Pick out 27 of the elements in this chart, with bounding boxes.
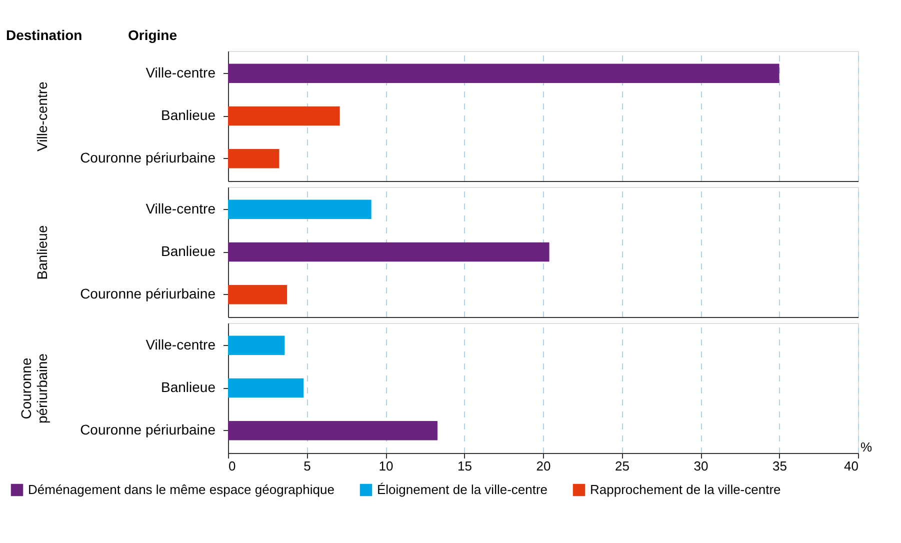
- y-tick-label: Couronne périurbaine: [80, 422, 216, 438]
- x-tick-label: 25: [615, 458, 630, 474]
- x-axis-title: %: [860, 440, 872, 454]
- y-tick-label: Ville-centre: [146, 336, 216, 352]
- x-tick-label: 35: [772, 458, 787, 474]
- y-tick-label: Couronne périurbaine: [80, 286, 216, 302]
- x-tick-label: 10: [378, 458, 394, 474]
- y-axis-title: Banlieue: [34, 225, 50, 280]
- x-tick-label: 5: [304, 458, 311, 474]
- x-tick-label: 15: [458, 458, 472, 474]
- x-tick-label: 20: [536, 458, 551, 474]
- y-tick-label: Banlieue: [161, 107, 216, 123]
- x-tick-label: 0: [228, 458, 236, 474]
- y-tick-label: Banlieue: [161, 243, 216, 259]
- x-tick-label: 40: [844, 458, 858, 474]
- text: Destination: [6, 27, 82, 43]
- y-tick-label: Couronne périurbaine: [80, 150, 216, 166]
- text: Origine: [128, 27, 178, 43]
- y-axis-title: Couronne périurbaine: [18, 353, 50, 424]
- y-tick-label: Banlieue: [161, 379, 216, 395]
- legend-label: Rapprochement de la ville-centre: [590, 482, 781, 497]
- y-tick-label: Ville-centre: [146, 64, 216, 80]
- y-tick-label: Ville-centre: [146, 200, 216, 216]
- x-tick-label: 30: [694, 458, 708, 474]
- legend-label: Déménagement dans le même espace géographique: [28, 482, 334, 497]
- legend-label: Éloignement de la ville-centre: [377, 482, 548, 497]
- y-axis-title: Ville-centre: [34, 81, 50, 152]
